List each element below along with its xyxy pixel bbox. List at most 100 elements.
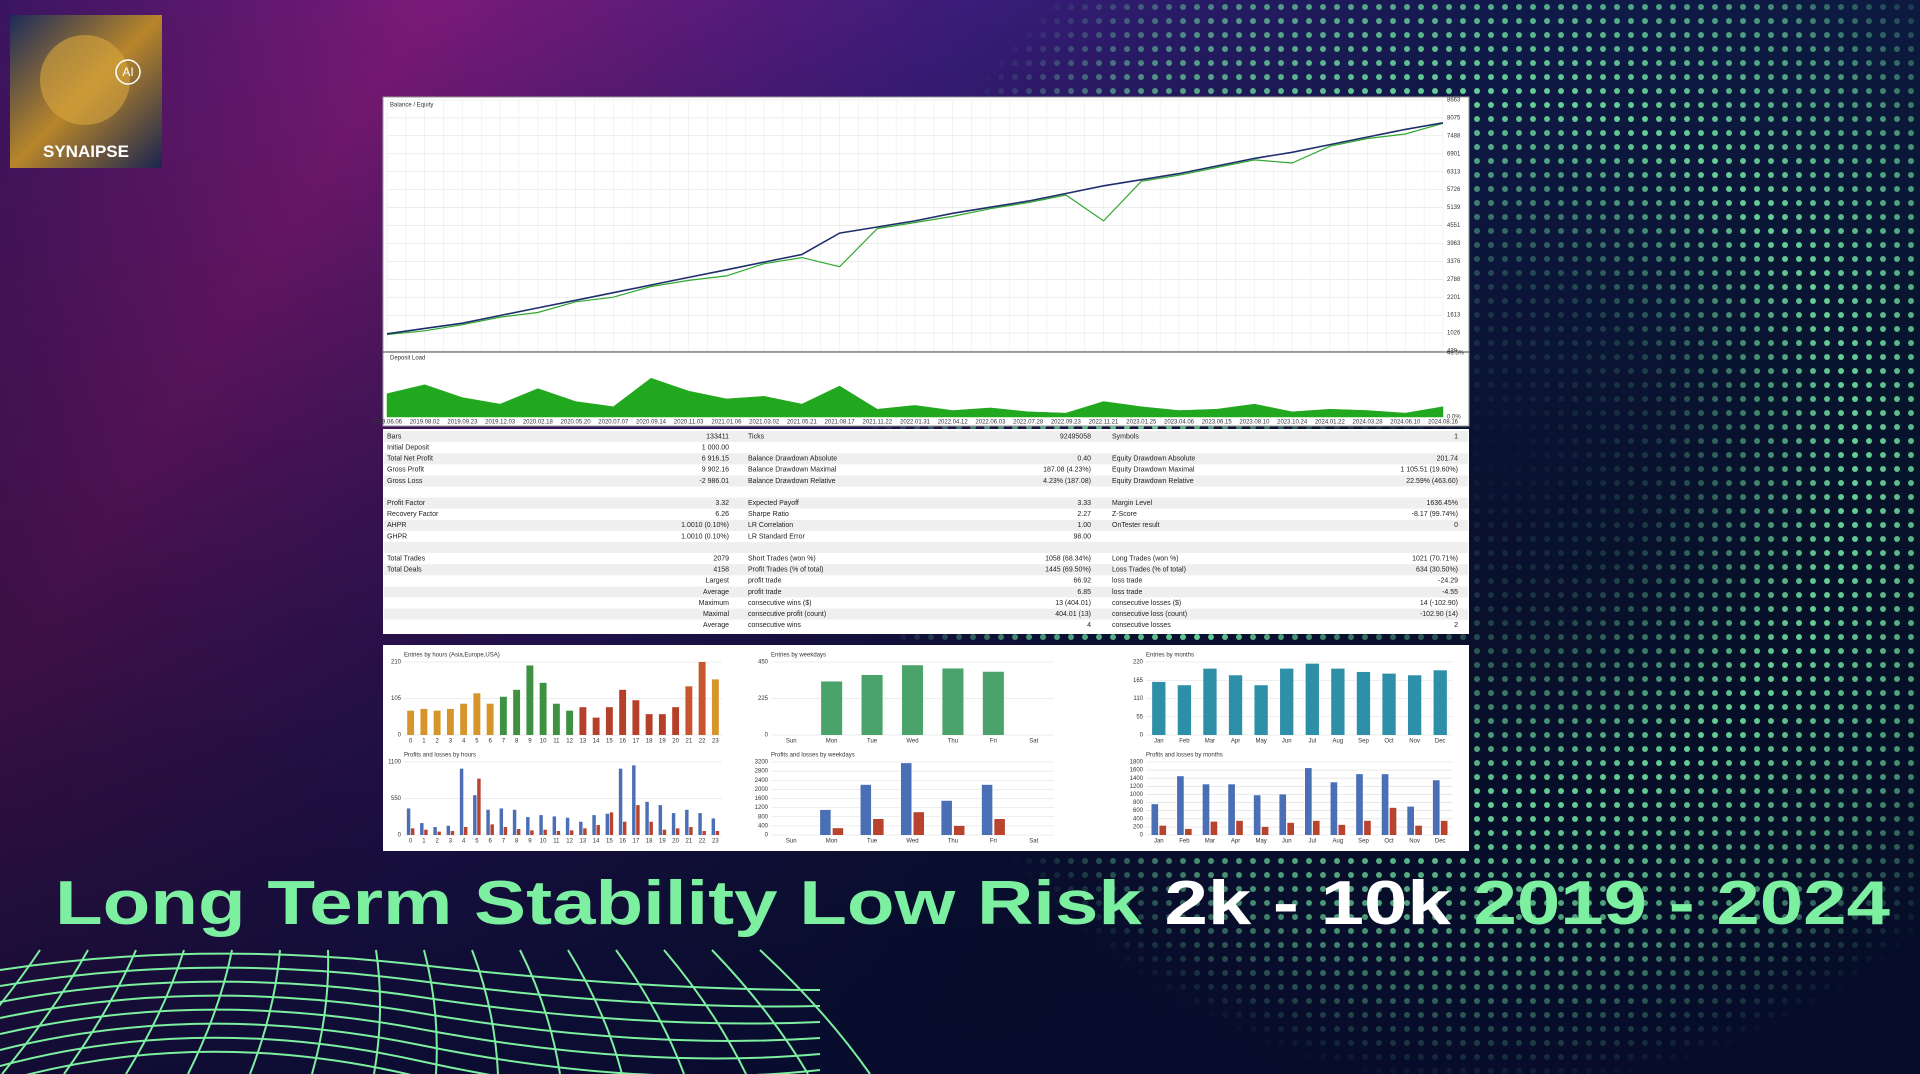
x-tick-label: 2024.03.28	[1353, 420, 1384, 426]
x-tick-label: 13	[580, 839, 587, 845]
bar	[671, 813, 676, 835]
bar	[433, 710, 441, 735]
bar	[994, 819, 1005, 835]
bar	[1331, 668, 1345, 735]
report-cell: Recovery Factor	[387, 511, 439, 518]
x-tick-label: 2024.06.10	[1390, 420, 1421, 426]
report-cell: Ticks	[748, 433, 765, 440]
bar	[1177, 776, 1184, 835]
bar	[513, 689, 521, 735]
x-tick-label: Mon	[826, 739, 838, 745]
chart-title: Balance / Equity	[390, 103, 433, 109]
x-tick-label: 18	[646, 739, 653, 745]
report-cell: 1.00	[1077, 522, 1091, 529]
bar	[1407, 806, 1414, 835]
bar	[675, 828, 680, 835]
wire-line	[311, 949, 330, 1074]
y-tick-label: 1000	[1130, 792, 1144, 798]
x-tick-label: Jan	[1154, 839, 1164, 845]
bar	[1381, 774, 1389, 835]
x-tick-label: 2023.01.25	[1126, 420, 1157, 426]
wire-line	[0, 966, 821, 1008]
report-cell: GHPR	[387, 533, 407, 540]
bar	[1415, 825, 1422, 835]
y-tick-label: 0.0%	[1447, 415, 1461, 421]
report-cell: consecutive losses ($)	[1112, 600, 1181, 607]
bar	[579, 821, 583, 835]
report-cell: 1	[1454, 433, 1458, 440]
report-cell: 0	[1454, 522, 1458, 529]
x-tick-label: 17	[633, 739, 640, 745]
x-tick-label: Thu	[948, 739, 958, 745]
report-cell: Maximal	[703, 611, 730, 618]
report-cell: 4158	[713, 567, 729, 574]
report-cell: 4.23% (187.08)	[1043, 478, 1091, 485]
y-tick-label: 1100	[388, 760, 402, 766]
bar	[407, 710, 415, 735]
bar	[609, 812, 614, 835]
report-cell: Balance Drawdown Maximal	[748, 467, 837, 474]
bar	[1432, 780, 1440, 835]
x-tick-label: 2023.06.15	[1202, 420, 1233, 426]
bar	[1279, 794, 1287, 835]
bar	[632, 700, 640, 735]
wire-line	[63, 949, 137, 1074]
wireframe	[0, 949, 871, 1074]
report-cell: Sharpe Ratio	[748, 511, 789, 518]
bar	[526, 665, 534, 735]
bar	[658, 714, 666, 735]
bar	[1280, 668, 1294, 735]
x-tick-label: Nov	[1409, 839, 1420, 845]
y-tick-label: 1600	[1130, 768, 1144, 774]
bar	[539, 682, 547, 735]
bar	[433, 827, 437, 835]
report-cell: Balance Drawdown Relative	[748, 478, 836, 485]
x-tick-label: 12	[566, 739, 573, 745]
report-cell: -24.29	[1438, 578, 1458, 585]
report-cell: 1.0010 (0.10%)	[681, 533, 729, 540]
bar	[1356, 774, 1363, 835]
x-tick-label: Sun	[786, 739, 797, 745]
bar	[860, 784, 872, 835]
report-cell: Initial Deposit	[387, 444, 429, 451]
y-tick-label: 3376	[1447, 259, 1461, 265]
y-tick-label: 165	[1133, 678, 1144, 684]
wire-line	[0, 980, 821, 1025]
wire-line	[759, 949, 871, 1074]
bar	[552, 816, 557, 835]
x-tick-label: 13	[580, 739, 587, 745]
report-cell: Balance Drawdown Absolute	[748, 456, 837, 463]
bar	[424, 829, 428, 835]
report-cell: Average	[703, 589, 729, 596]
x-tick-label: 2019.09.23	[447, 420, 478, 426]
report-cell: Short Trades (won %)	[748, 555, 816, 562]
y-tick-label: 400	[758, 823, 769, 829]
x-tick-label: Wed	[906, 739, 918, 745]
report-cell: 201.74	[1437, 456, 1459, 463]
bar	[715, 831, 720, 835]
x-tick-label: 11	[553, 839, 560, 845]
bar	[1305, 663, 1319, 735]
x-tick-label: 21	[686, 739, 693, 745]
x-tick-label: 4	[462, 839, 466, 845]
bar	[596, 825, 600, 835]
report-cell: 6.26	[715, 511, 729, 518]
wire-line	[615, 949, 685, 1074]
row-shade	[384, 431, 1468, 443]
logo-brand: SYNAIPSE	[43, 142, 129, 161]
chart-title: Profits and losses by weekdays	[771, 753, 855, 759]
bar	[1356, 671, 1371, 735]
x-tick-label: 1	[422, 839, 426, 845]
bar	[672, 707, 680, 735]
report-cell: 634 (30.50%)	[1416, 567, 1458, 574]
y-tick-label: 1400	[1130, 776, 1144, 782]
y-tick-label: 1613	[1447, 313, 1461, 319]
y-tick-label: 8075	[1447, 116, 1461, 122]
x-tick-label: Oct	[1384, 839, 1394, 845]
x-tick-label: 11	[553, 739, 560, 745]
bar	[685, 686, 693, 735]
y-tick-label: 2000	[755, 787, 769, 793]
bar	[981, 784, 993, 835]
bar	[1185, 828, 1192, 835]
bar	[618, 768, 623, 835]
